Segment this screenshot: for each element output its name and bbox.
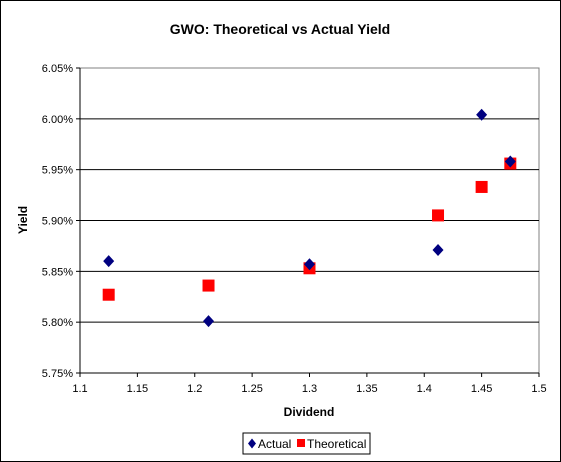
theoretical-point <box>202 279 215 292</box>
legend-box <box>242 432 371 455</box>
legend-actual-diamond-icon <box>248 438 256 449</box>
y-tick-label: 5.75% <box>42 368 73 380</box>
theoretical-point <box>102 288 115 301</box>
x-tick-label: 1.2 <box>187 383 202 395</box>
x-tick-label: 1.35 <box>356 383 377 395</box>
theoretical-point <box>475 180 488 193</box>
legend-actual-label: Actual <box>258 437 291 451</box>
x-axis-label: Dividend <box>284 405 335 419</box>
y-tick-label: 5.85% <box>42 266 73 278</box>
x-tick-label: 1.5 <box>531 383 546 395</box>
y-axis-label: Yield <box>16 206 30 234</box>
x-axis-ticks: 1.1 1.15 1.2 1.25 1.3 1.35 1.4 1.45 1.5 <box>72 372 547 395</box>
theoretical-point <box>432 209 445 222</box>
x-tick-label: 1.3 <box>302 383 317 395</box>
x-tick-label: 1.4 <box>417 383 432 395</box>
actual-point <box>476 108 488 121</box>
x-tick-label: 1.15 <box>127 383 148 395</box>
actual-point <box>203 315 215 328</box>
y-tick-label: 5.90% <box>42 216 73 228</box>
data-markers <box>102 108 517 328</box>
x-tick-label: 1.25 <box>241 383 262 395</box>
actual-point <box>304 258 315 271</box>
legend-theoretical-label: Theoretical <box>307 437 366 451</box>
actual-point <box>432 243 444 256</box>
legend: Actual Theoretical <box>242 432 371 455</box>
y-tick-label: 6.00% <box>42 114 73 126</box>
actual-point <box>504 155 516 168</box>
y-tick-label: 5.80% <box>42 317 73 329</box>
chart-title: GWO: Theoretical vs Actual Yield <box>170 21 390 37</box>
x-tick-label: 1.45 <box>471 383 492 395</box>
y-axis-ticks: 5.75% 5.80% 5.85% 5.90% 5.95% 6.00% 6.05% <box>42 63 81 380</box>
x-tick-label: 1.1 <box>72 383 87 395</box>
legend-theoretical-square-icon <box>297 439 305 447</box>
y-tick-label: 6.05% <box>42 63 73 75</box>
y-tick-label: 5.95% <box>42 165 73 177</box>
actual-point <box>103 255 115 268</box>
